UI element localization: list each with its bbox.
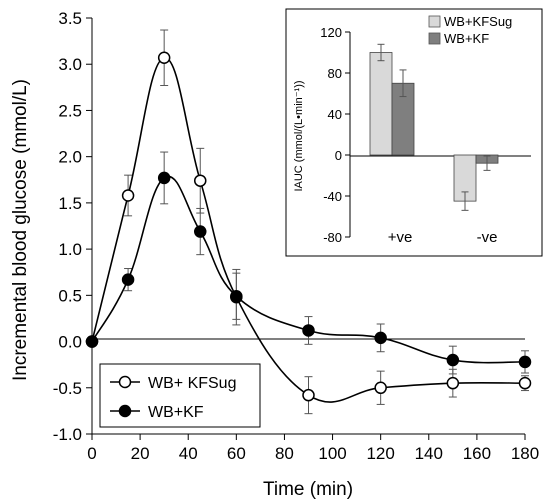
data-point-series-2 xyxy=(446,353,460,367)
legend-label-1: WB+ KFSug xyxy=(148,375,236,392)
inset-category-label-2: -ve xyxy=(477,229,498,246)
error-bars xyxy=(124,29,529,415)
inset-y-tick-label: -80 xyxy=(323,230,342,245)
data-point-series-2 xyxy=(194,225,207,238)
data-point-series-1 xyxy=(121,189,135,202)
inset-category-label-1: +ve xyxy=(388,229,413,246)
inset-y-ticks: -80 -40 0 40 80 120 xyxy=(320,25,350,245)
x-tick-label: 120 xyxy=(366,444,394,463)
y-tick-label: 2.0 xyxy=(58,148,82,167)
inset-chart: -80 -40 0 40 80 120 +ve -ve IAUC (mmol/(L•min… xyxy=(285,8,543,257)
x-tick-label: 0 xyxy=(87,444,96,463)
y-tick-label: 2.5 xyxy=(58,101,82,120)
data-point-series-1 xyxy=(446,376,460,390)
x-tick-label: 40 xyxy=(179,444,198,463)
y-ticks: -1.0 -0.5 0.0 0.5 1.0 1.5 2.0 2.5 3.0 3.5 xyxy=(53,9,92,444)
inset-legend-label-2: WB+KF xyxy=(444,31,489,46)
y-tick-label: -0.5 xyxy=(53,379,82,398)
data-point-series-2 xyxy=(85,335,99,348)
inset-y-tick-label: 0 xyxy=(335,148,342,163)
main-plot: -1.0 -0.5 0.0 0.5 1.0 1.5 2.0 2.5 3.0 3.5 0 20 40 60… xyxy=(10,9,539,500)
data-point-series-2 xyxy=(121,273,135,286)
inset-y-tick-label: 120 xyxy=(320,25,342,40)
series-line-1 xyxy=(91,56,526,403)
data-point-series-1 xyxy=(518,376,532,390)
x-tick-label: 180 xyxy=(511,444,539,463)
inset-legend-swatch-2 xyxy=(428,32,441,45)
x-axis-label: Time (min) xyxy=(263,479,353,500)
x-ticks: 0 20 40 60 80 100 120 140 160 180 xyxy=(87,434,539,463)
y-tick-label: 3.0 xyxy=(58,55,82,74)
data-point-series-1 xyxy=(194,174,207,187)
inset-y-tick-label: 80 xyxy=(328,66,342,81)
y-tick-label: 0.0 xyxy=(58,333,82,352)
data-point-series-1 xyxy=(302,388,315,402)
inset-bars xyxy=(369,43,499,211)
data-point-series-1 xyxy=(157,51,171,65)
x-tick-label: 20 xyxy=(131,444,150,463)
y-tick-label: 1.5 xyxy=(58,194,82,213)
x-tick-label: 100 xyxy=(318,444,346,463)
legend: WB+ KFSug WB+KF xyxy=(99,363,261,428)
data-point-series-2 xyxy=(230,290,243,303)
inset-y-tick-label: -40 xyxy=(323,189,342,204)
x-tick-label: 60 xyxy=(227,444,246,463)
legend-marker-2 xyxy=(118,404,132,418)
x-tick-label: 80 xyxy=(275,444,294,463)
y-tick-label: 3.5 xyxy=(58,9,82,28)
y-tick-label: 1.0 xyxy=(58,240,82,259)
y-tick-label: -1.0 xyxy=(53,425,82,444)
legend-label-2: WB+KF xyxy=(148,404,204,421)
data-point-series-2 xyxy=(518,355,532,369)
y-tick-label: 0.5 xyxy=(58,286,82,305)
series-layer xyxy=(85,29,532,415)
x-tick-label: 140 xyxy=(415,444,443,463)
data-point-series-2 xyxy=(302,324,315,337)
x-tick-label: 160 xyxy=(463,444,491,463)
inset-legend-swatch-1 xyxy=(428,15,441,28)
legend-marker-1 xyxy=(118,375,132,389)
y-axis-label: Incremental blood glucose (mmol/L) xyxy=(10,79,31,381)
inset-bar xyxy=(369,52,393,156)
inset-legend: WB+KFSug WB+KF xyxy=(428,14,512,46)
data-points xyxy=(85,51,532,402)
data-point-series-1 xyxy=(374,381,387,395)
inset-y-tick-label: 40 xyxy=(328,107,342,122)
inset-y-axis-label: IAUC (mmol/(L•min⁻¹)) xyxy=(293,80,305,191)
data-point-series-2 xyxy=(157,171,171,185)
data-point-series-2 xyxy=(374,331,387,345)
inset-legend-label-1: WB+KFSug xyxy=(444,14,512,29)
